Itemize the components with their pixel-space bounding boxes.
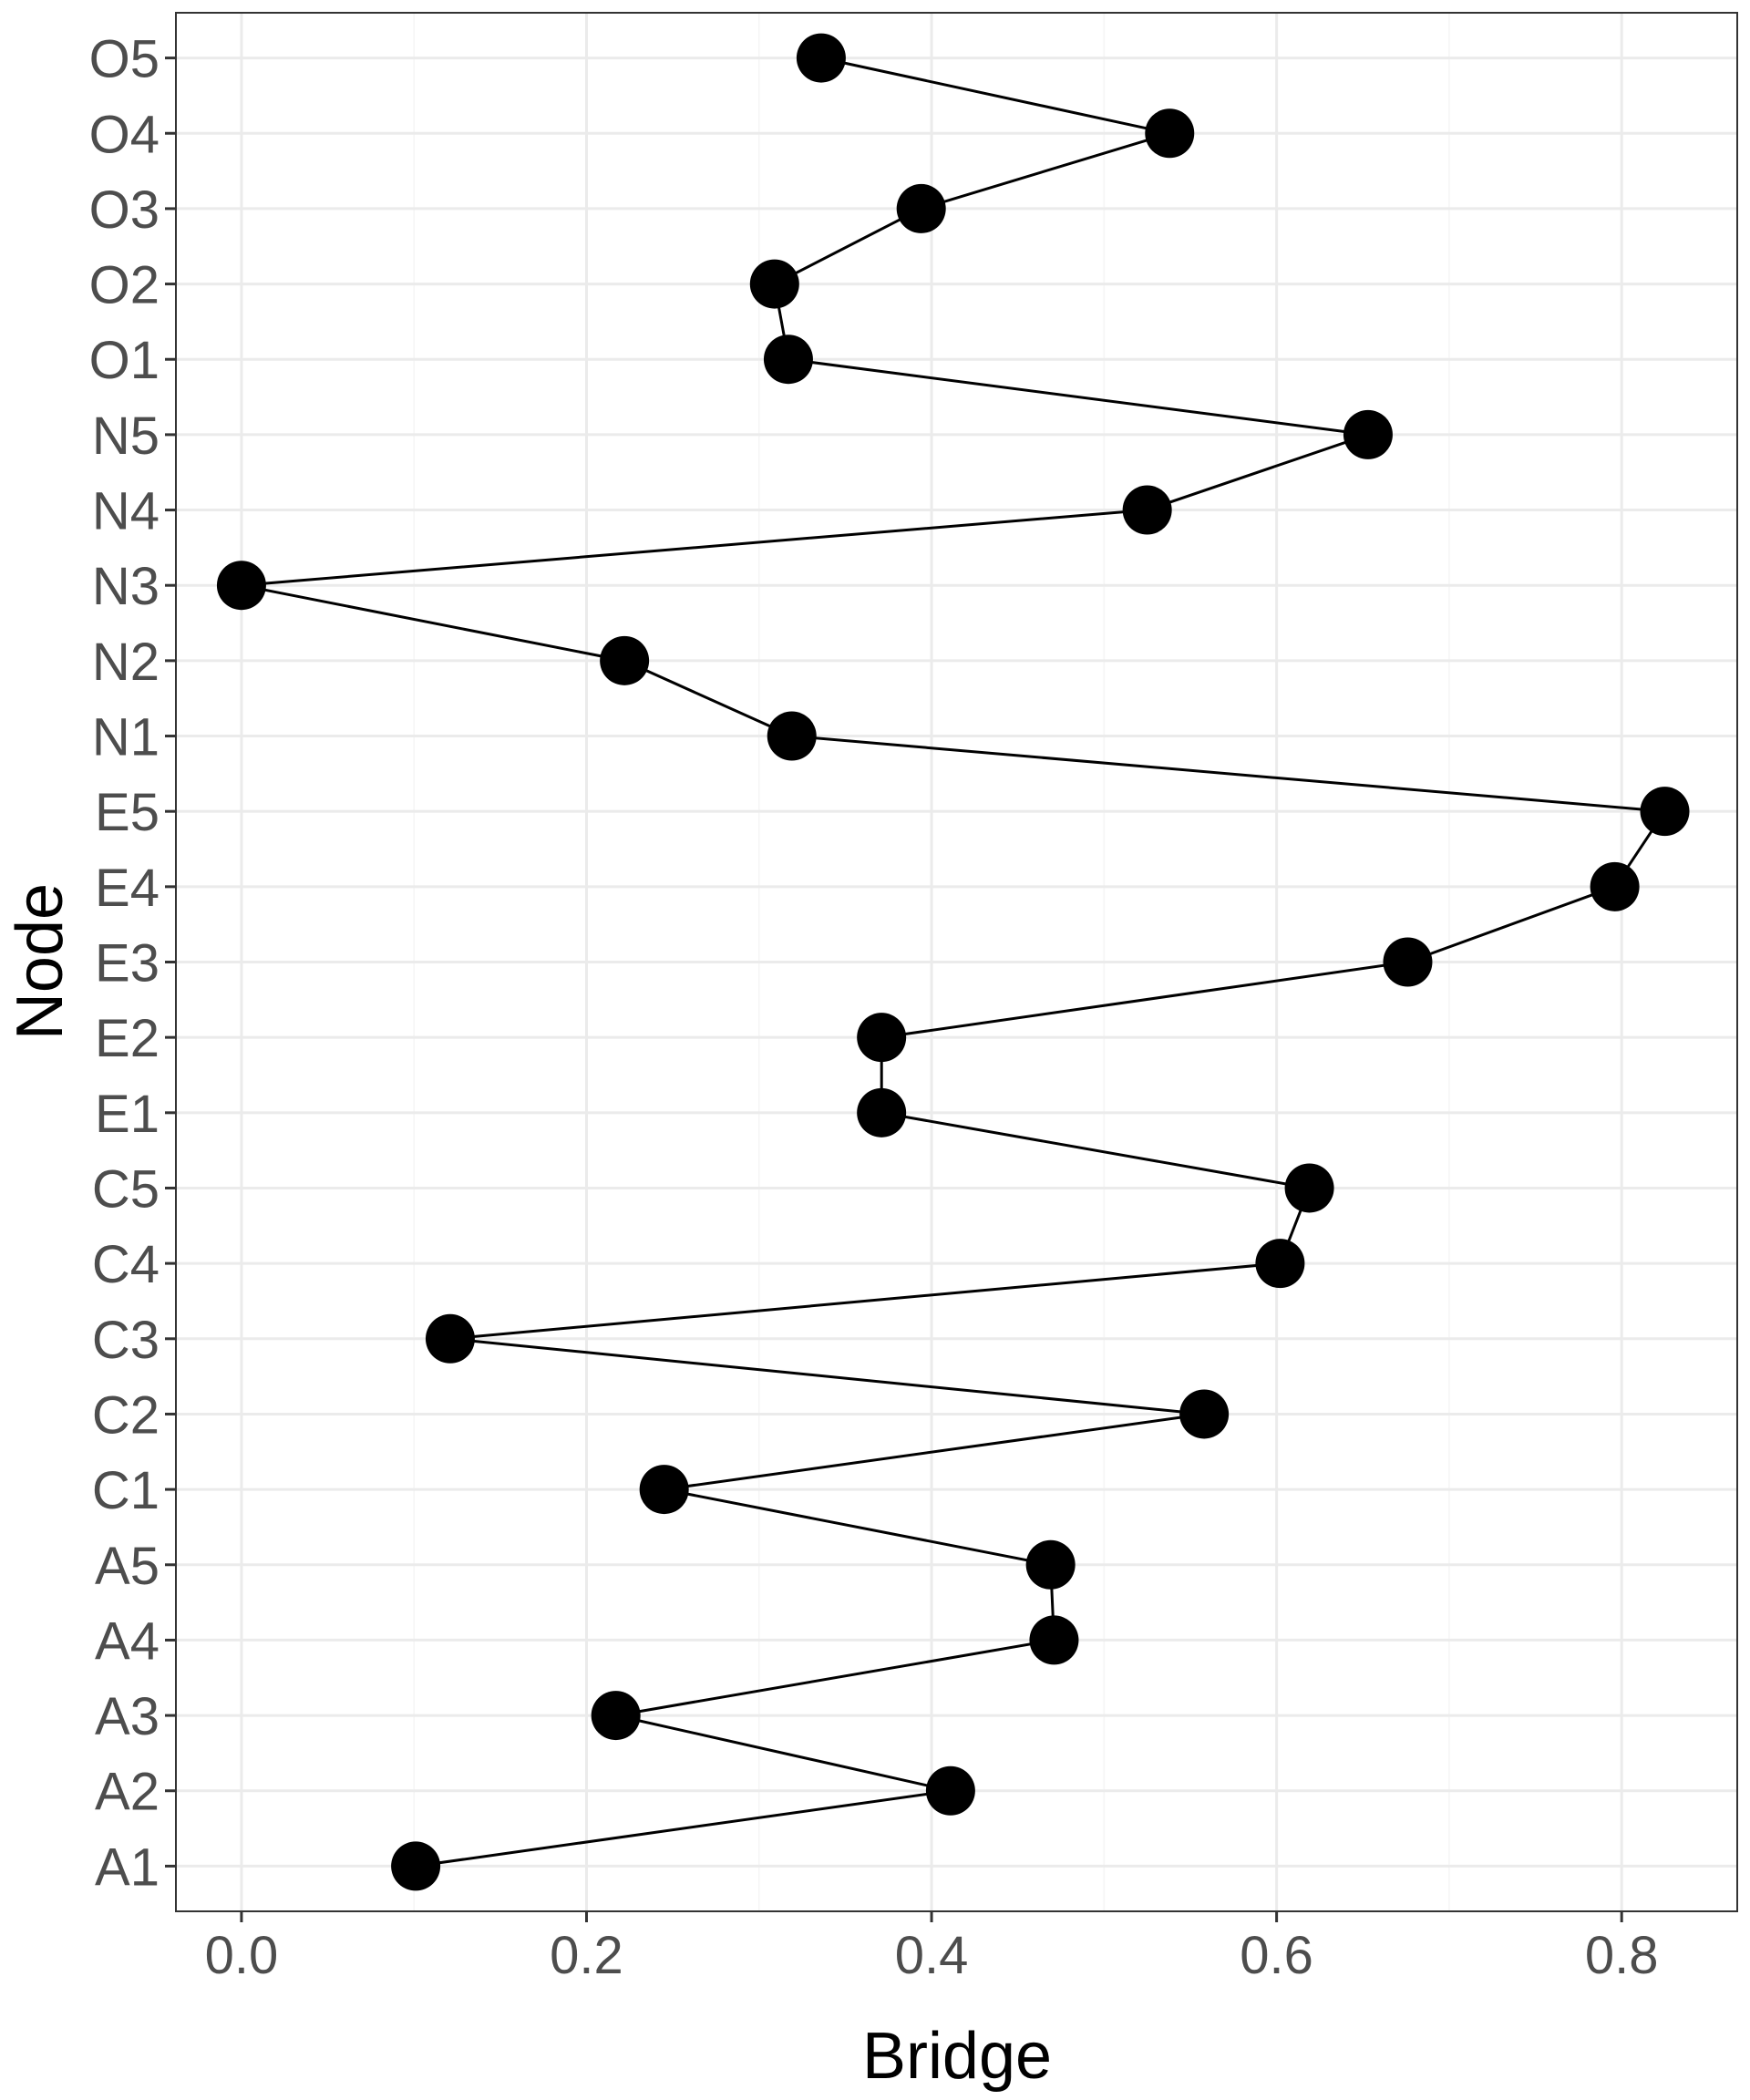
y-tick-label: C5 [92, 1159, 160, 1219]
data-point-e1 [857, 1087, 907, 1138]
y-tick-label: N1 [92, 708, 160, 767]
data-point-e5 [1640, 787, 1690, 837]
y-tick-label: E4 [95, 859, 160, 918]
y-tick-label: C4 [92, 1235, 160, 1294]
x-axis-title: Bridge [862, 2020, 1052, 2093]
data-point-n5 [1343, 409, 1393, 459]
y-tick-label: N2 [92, 633, 160, 692]
y-tick-label: E2 [95, 1009, 160, 1068]
y-tick-label: E5 [95, 783, 160, 842]
y-tick-label: C3 [92, 1311, 160, 1370]
x-tick-label: 0.2 [550, 1926, 623, 1985]
y-tick-label: A4 [95, 1611, 160, 1671]
y-tick-label: O3 [89, 180, 160, 240]
data-point-o4 [1145, 108, 1195, 159]
grid-major-lines [176, 13, 1737, 1911]
y-tick-label: N3 [92, 557, 160, 616]
y-tick-label: N4 [92, 482, 160, 541]
data-point-c5 [1284, 1163, 1334, 1213]
data-point-a5 [1025, 1539, 1076, 1590]
data-point-o2 [749, 259, 799, 309]
x-tick-label: 0.8 [1585, 1926, 1659, 1985]
x-tick-label: 0.4 [895, 1926, 969, 1985]
data-point-c3 [425, 1313, 475, 1364]
y-tick-label: O1 [89, 331, 160, 390]
data-point-a4 [1029, 1615, 1079, 1665]
y-tick-label: E3 [95, 934, 160, 993]
data-point-c1 [639, 1465, 689, 1515]
y-axis-title: Node [4, 883, 77, 1040]
y-tick-label: A1 [95, 1838, 160, 1897]
data-point-n4 [1122, 485, 1172, 535]
x-tick-label: 0.0 [205, 1926, 279, 1985]
data-point-e3 [1383, 937, 1433, 987]
y-tick-label: C2 [92, 1385, 160, 1445]
data-point-n3 [216, 561, 266, 611]
data-point-a1 [391, 1841, 441, 1891]
data-points [216, 33, 1690, 1891]
y-tick-label: N5 [92, 407, 160, 466]
y-axis: A1 A2 A3 A4 A5 C1 C2 C3 C4 C5 E1 E2 E3 E4 E5 N1 N2 N3 N4 N5… [89, 30, 176, 1897]
y-tick-label: O4 [89, 105, 160, 164]
data-point-e2 [857, 1013, 907, 1063]
y-tick-label: C1 [92, 1461, 160, 1520]
data-point-n2 [600, 635, 650, 685]
x-axis: 0.0 0.2 0.4 0.6 0.8 [205, 1911, 1659, 1985]
data-point-e4 [1590, 861, 1640, 911]
data-point-n1 [767, 711, 817, 761]
data-point-c4 [1255, 1239, 1305, 1289]
data-point-a2 [925, 1765, 975, 1816]
y-tick-label: O5 [89, 30, 160, 89]
y-tick-label: O2 [89, 256, 160, 315]
data-point-o1 [763, 335, 813, 385]
y-tick-label: A3 [95, 1687, 160, 1746]
y-tick-label: A5 [95, 1537, 160, 1596]
y-tick-label: E1 [95, 1085, 160, 1144]
x-tick-label: 0.6 [1240, 1926, 1313, 1985]
data-point-o3 [896, 183, 946, 233]
y-tick-label: A2 [95, 1763, 160, 1822]
data-point-o5 [796, 33, 846, 83]
data-point-c2 [1179, 1389, 1230, 1439]
data-point-a3 [591, 1691, 641, 1741]
